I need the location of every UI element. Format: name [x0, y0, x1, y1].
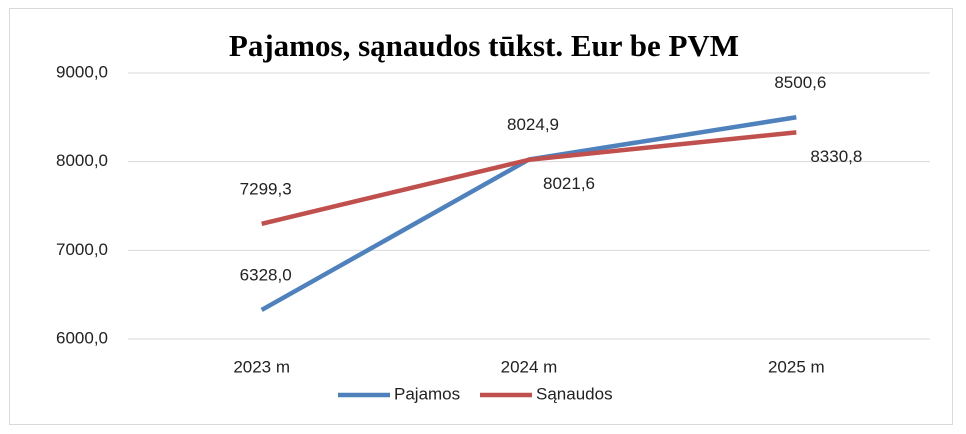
- series-line: [261, 130, 797, 226]
- data-label: 8330,8: [810, 147, 862, 166]
- x-tick-label: 2024 m: [501, 357, 558, 376]
- legend-label: Pajamos: [394, 384, 460, 403]
- chart-frame: [9, 8, 953, 425]
- y-tick-label: 9000,0: [56, 62, 108, 81]
- data-label: 8500,6: [774, 73, 826, 92]
- chart-title: Pajamos, sąnaudos tūkst. Eur be PVM: [229, 28, 739, 63]
- data-label: 8024,9: [507, 115, 559, 134]
- data-label: 6328,0: [240, 265, 292, 284]
- data-label: 8021,6: [543, 174, 595, 193]
- y-tick-label: 7000,0: [56, 240, 108, 259]
- y-tick-label: 6000,0: [56, 328, 108, 347]
- x-tick-label: 2023 m: [233, 357, 290, 376]
- data-label: 7299,3: [240, 179, 292, 198]
- y-tick-label: 8000,0: [56, 151, 108, 170]
- legend-label: Sąnaudos: [536, 384, 613, 403]
- x-tick-label: 2025 m: [768, 357, 825, 376]
